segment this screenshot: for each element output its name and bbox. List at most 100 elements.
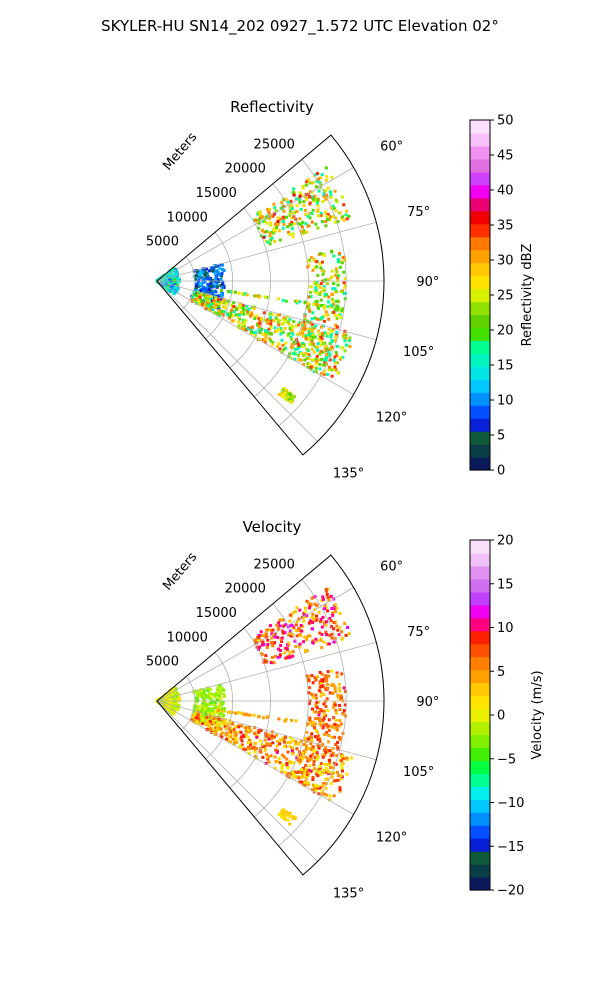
echo-cell	[341, 215, 345, 219]
echo-cell	[272, 319, 276, 323]
echo-cell	[322, 363, 326, 367]
echo-cell	[348, 336, 352, 340]
echo-cell	[240, 724, 244, 728]
colorbar-band	[470, 708, 490, 723]
echo-cell	[192, 291, 196, 295]
echo-cell	[303, 317, 307, 321]
echo-cell	[321, 350, 325, 354]
echo-cell	[317, 177, 321, 181]
echo-cell	[333, 726, 337, 730]
echo-cell	[319, 357, 323, 361]
echo-cell	[299, 342, 303, 346]
echo-cell	[233, 724, 237, 728]
echo-cell	[311, 364, 315, 368]
echo-cell	[213, 703, 217, 707]
echo-cell	[286, 772, 290, 776]
echo-cell	[294, 299, 298, 303]
echo-cell	[295, 204, 299, 208]
echo-cell	[294, 645, 298, 649]
echo-cell	[328, 358, 332, 362]
echo-cell	[332, 779, 336, 783]
echo-cell	[318, 719, 322, 723]
echo-cell	[267, 737, 271, 741]
echo-cell	[280, 201, 284, 204]
echo-cell	[266, 642, 270, 646]
echo-cell	[327, 642, 331, 646]
echo-cell	[291, 190, 295, 194]
echo-cell	[327, 350, 330, 354]
echo-cell	[299, 759, 303, 763]
echo-cell	[340, 261, 344, 265]
echo-cell	[306, 301, 310, 305]
echo-cell	[307, 768, 311, 772]
echo-cell	[310, 317, 314, 321]
echo-cell	[325, 334, 329, 338]
echo-cell	[222, 310, 226, 314]
echo-cell	[235, 738, 239, 742]
echo-cell	[280, 770, 284, 774]
echo-cell	[206, 686, 210, 690]
colorbar-band	[470, 249, 490, 264]
echo-cell	[292, 351, 296, 355]
echo-cell	[302, 771, 306, 775]
echo-cell	[306, 737, 310, 741]
echo-cell	[254, 741, 258, 745]
echo-cell	[322, 754, 326, 758]
colorbar-band	[470, 578, 490, 593]
echo-cell	[194, 286, 198, 290]
echo-cell	[281, 390, 285, 394]
echo-cell	[256, 220, 260, 224]
echo-cell	[279, 738, 283, 742]
echo-cell	[241, 303, 245, 307]
echo-cell	[287, 641, 291, 645]
echo-cell	[302, 743, 306, 747]
echo-cell	[324, 746, 328, 750]
echo-cell	[294, 347, 298, 351]
azimuth-spoke	[156, 280, 354, 395]
echo-cell	[302, 343, 306, 347]
echo-cell	[284, 397, 288, 401]
echo-cell	[201, 287, 205, 291]
echo-cell	[291, 770, 295, 774]
echo-cell	[211, 307, 215, 311]
echo-cell	[332, 358, 336, 362]
echo-cell	[261, 332, 265, 336]
echo-cell	[288, 744, 292, 748]
echo-cell	[306, 757, 310, 761]
echo-cell	[199, 270, 203, 274]
reflectivity-title: Reflectivity	[230, 98, 314, 116]
echo-cell	[334, 267, 338, 271]
echo-cell	[338, 211, 342, 215]
echo-cell	[276, 320, 280, 324]
echo-cell	[269, 322, 273, 326]
echo-cell	[295, 634, 299, 638]
echo-cell	[297, 323, 301, 327]
echo-cell	[169, 704, 173, 708]
echo-cell	[322, 678, 326, 682]
echo-cell	[301, 751, 305, 755]
echo-cell	[261, 215, 265, 219]
echo-cell	[308, 735, 312, 739]
echo-cell	[253, 317, 257, 321]
echo-cell	[271, 644, 275, 648]
echo-cell	[286, 741, 290, 745]
echo-cell	[303, 606, 307, 610]
echo-cell	[231, 737, 235, 741]
echo-cell	[314, 789, 318, 793]
echo-cell	[307, 306, 311, 310]
echo-cell	[232, 728, 236, 732]
echo-cell	[198, 693, 202, 697]
echo-cell	[348, 345, 352, 349]
echo-cell	[335, 353, 339, 357]
echo-cell	[329, 619, 333, 623]
echo-cell	[202, 278, 206, 282]
colorbar-band	[470, 418, 490, 432]
echo-cell	[332, 640, 336, 644]
echo-cell	[330, 735, 334, 739]
echo-cell	[264, 336, 268, 340]
echo-cell	[216, 708, 220, 712]
echo-cell	[307, 771, 311, 775]
echo-feature	[190, 290, 352, 378]
echo-cell	[308, 716, 312, 720]
echo-cell	[291, 211, 295, 215]
